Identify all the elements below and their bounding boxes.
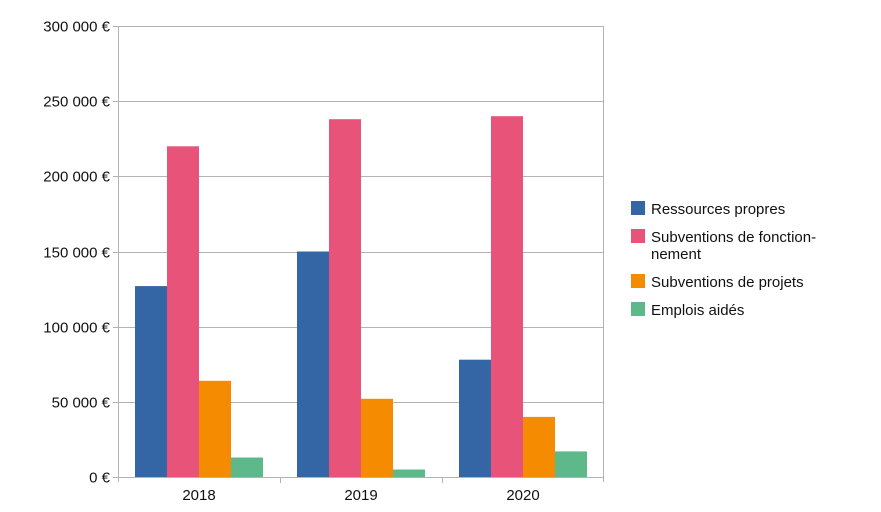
bar <box>523 416 555 477</box>
legend-item: Subventions de projets <box>631 274 804 291</box>
x-tick-label: 2020 <box>506 487 539 504</box>
y-tick-label: 0 € <box>89 470 111 487</box>
bar <box>231 457 263 477</box>
legend-item: Emplois aidés <box>631 302 744 319</box>
legend-label: Subventions de projets <box>651 274 804 291</box>
legend-item: Ressources propres <box>631 201 785 218</box>
legend-label: Ressources propres <box>651 201 785 218</box>
legend-swatch <box>631 302 645 316</box>
bar <box>459 359 491 477</box>
x-tick-labels: 2018 2019 2020 <box>182 487 539 504</box>
y-tick-label: 200 000 € <box>43 169 110 186</box>
y-tick-label: 300 000 € <box>43 19 110 36</box>
y-tick-labels: 0 € 50 000 € 100 000 € 150 000 € 200 000 € 25… <box>43 19 110 487</box>
bar <box>491 116 523 477</box>
bar <box>135 286 167 477</box>
legend-swatch <box>631 274 645 288</box>
y-tick-label: 100 000 € <box>43 320 110 337</box>
bar <box>329 119 361 477</box>
y-tick-label: 250 000 € <box>43 94 110 111</box>
axes <box>113 26 604 483</box>
bars <box>135 116 587 478</box>
bar <box>199 380 231 477</box>
bar <box>167 146 199 478</box>
y-tick-label: 150 000 € <box>43 245 110 262</box>
legend: Ressources propres Subventions de fonctio… <box>631 201 816 319</box>
legend-item: Subventions de fonction-nement <box>631 229 816 263</box>
y-tick-label: 50 000 € <box>52 395 111 412</box>
bar <box>555 451 587 477</box>
bar <box>297 251 329 477</box>
legend-swatch <box>631 229 645 243</box>
x-tick-label: 2019 <box>344 487 377 504</box>
bar <box>393 469 425 477</box>
legend-label: Subventions de fonction-nement <box>651 229 816 263</box>
legend-label: Emplois aidés <box>651 302 744 319</box>
bar <box>361 398 393 477</box>
legend-swatch <box>631 201 645 215</box>
x-tick-label: 2018 <box>182 487 215 504</box>
